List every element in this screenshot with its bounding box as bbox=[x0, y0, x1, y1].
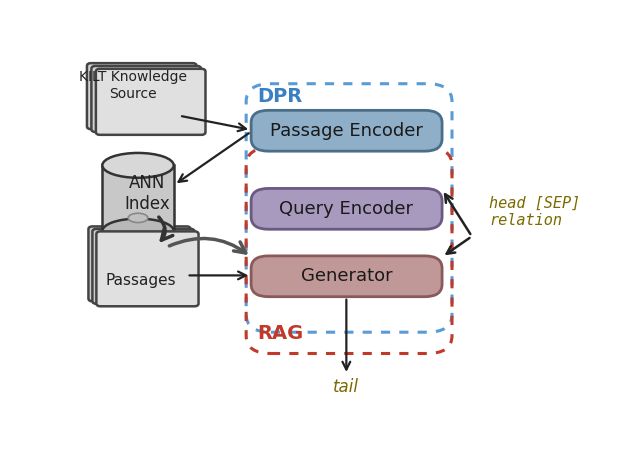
Ellipse shape bbox=[128, 213, 148, 223]
Ellipse shape bbox=[102, 153, 173, 178]
Text: Generator: Generator bbox=[301, 267, 392, 285]
FancyBboxPatch shape bbox=[251, 110, 442, 151]
FancyBboxPatch shape bbox=[87, 63, 196, 129]
FancyBboxPatch shape bbox=[92, 66, 201, 132]
FancyBboxPatch shape bbox=[251, 189, 442, 229]
Text: RAG: RAG bbox=[257, 325, 303, 343]
Text: ANN
Index: ANN Index bbox=[124, 174, 170, 213]
FancyBboxPatch shape bbox=[97, 231, 198, 306]
FancyBboxPatch shape bbox=[96, 69, 205, 135]
Text: head [SEP]
relation: head [SEP] relation bbox=[489, 195, 580, 228]
Text: KILT Knowledge
Source: KILT Knowledge Source bbox=[79, 71, 187, 100]
Text: Passage Encoder: Passage Encoder bbox=[270, 122, 423, 140]
Text: Query Encoder: Query Encoder bbox=[279, 200, 413, 218]
Text: DPR: DPR bbox=[257, 87, 302, 106]
Text: Passages: Passages bbox=[105, 273, 176, 288]
FancyBboxPatch shape bbox=[92, 229, 195, 304]
Bar bbox=[102, 165, 173, 231]
Ellipse shape bbox=[102, 219, 173, 243]
Text: tail: tail bbox=[333, 378, 359, 396]
FancyBboxPatch shape bbox=[88, 226, 191, 301]
FancyBboxPatch shape bbox=[251, 256, 442, 297]
